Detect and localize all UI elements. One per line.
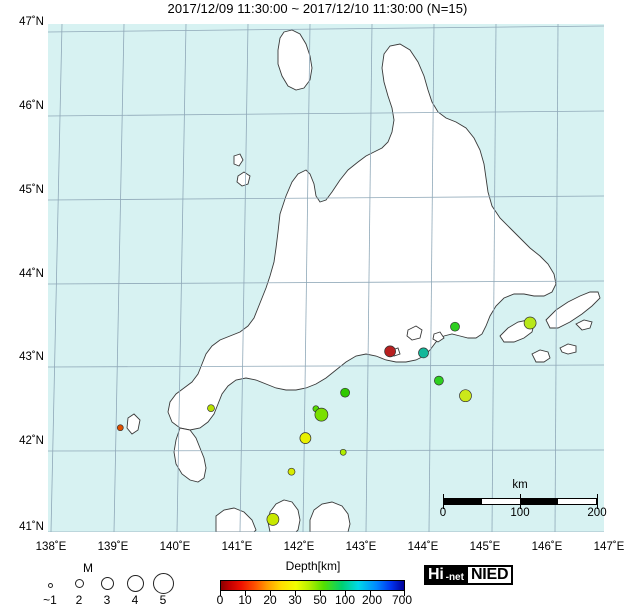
island-rebun bbox=[233, 153, 244, 167]
depth-legend-title: Depth[km] bbox=[285, 559, 341, 573]
island-habomai bbox=[559, 343, 577, 355]
scale-bar-segment-2 bbox=[520, 499, 558, 504]
scale-tick-100 bbox=[520, 494, 521, 509]
earthquake-marker[interactable] bbox=[116, 424, 124, 432]
depth-tick-20 bbox=[270, 591, 271, 596]
magnitude-legend-title: M bbox=[83, 561, 93, 575]
scale-bar-unit: km bbox=[512, 479, 528, 491]
lon-label-147: 147˚E bbox=[593, 541, 625, 553]
depth-value-20: 20 bbox=[263, 593, 277, 607]
scale-num-100: 100 bbox=[510, 507, 530, 519]
scale-bar: km 0 100 200 bbox=[440, 479, 607, 525]
landmass-tsugaru bbox=[309, 501, 351, 532]
hinet-nied-logo: Hi -net NIED bbox=[424, 565, 514, 585]
scale-num-0: 0 bbox=[439, 507, 447, 519]
earthquake-marker[interactable] bbox=[523, 316, 537, 330]
landmass-oshima bbox=[173, 427, 207, 483]
earthquake-marker[interactable] bbox=[266, 513, 280, 526]
depth-value-100: 100 bbox=[334, 593, 356, 607]
lon-label-138: 138˚E bbox=[35, 541, 67, 553]
magnitude-symbol-3 bbox=[101, 577, 114, 590]
magnitude-value-1: ~1 bbox=[43, 593, 57, 607]
magnitude-symbol-4 bbox=[127, 575, 144, 592]
depth-tick-0 bbox=[220, 591, 221, 596]
lat-label-41: 41˚N bbox=[19, 521, 44, 533]
magnitude-symbol-5 bbox=[153, 573, 174, 594]
magnitude-symbol-2 bbox=[75, 579, 84, 588]
earthquake-marker[interactable] bbox=[299, 432, 312, 444]
earthquake-marker[interactable] bbox=[207, 404, 215, 413]
island-okushiri bbox=[126, 413, 141, 435]
depth-value-30: 30 bbox=[288, 593, 302, 607]
earthquake-marker[interactable] bbox=[314, 407, 329, 422]
seismicity-map[interactable] bbox=[48, 24, 604, 532]
lon-label-140: 140˚E bbox=[159, 541, 191, 553]
depth-tick-100 bbox=[345, 591, 346, 596]
island-small-c bbox=[432, 331, 445, 343]
earthquake-marker[interactable] bbox=[450, 321, 460, 332]
logo-nied-text: NIED bbox=[465, 565, 514, 585]
lat-label-42: 42˚N bbox=[19, 435, 44, 447]
earthquake-marker[interactable] bbox=[459, 389, 472, 403]
lon-label-144: 144˚E bbox=[407, 541, 439, 553]
earthquake-marker[interactable] bbox=[418, 347, 429, 359]
landmass-north bbox=[277, 29, 313, 91]
depth-value-50: 50 bbox=[313, 593, 327, 607]
magnitude-value-2: 2 bbox=[75, 593, 83, 607]
lon-label-139: 139˚E bbox=[97, 541, 129, 553]
depth-value-10: 10 bbox=[238, 593, 252, 607]
earthquake-marker[interactable] bbox=[287, 467, 296, 476]
earthquake-marker[interactable] bbox=[339, 448, 347, 456]
island-small-b bbox=[406, 325, 423, 341]
lon-label-142: 142˚E bbox=[283, 541, 315, 553]
lat-label-44: 44˚N bbox=[19, 268, 44, 280]
logo-hi-text: Hi bbox=[424, 565, 446, 585]
island-etorofu bbox=[545, 291, 601, 329]
depth-colorbar bbox=[220, 580, 405, 591]
lon-label-143: 143˚E bbox=[345, 541, 377, 553]
lat-label-43: 43˚N bbox=[19, 351, 44, 363]
depth-value-700: 700 bbox=[391, 593, 413, 607]
island-shikotan bbox=[531, 349, 551, 363]
lon-label-141: 141˚E bbox=[221, 541, 253, 553]
depth-legend: Depth[km] 0 10 20 30 50 100 200 700 bbox=[215, 559, 415, 608]
depth-tick-700 bbox=[404, 591, 405, 596]
earthquake-markers[interactable] bbox=[116, 316, 537, 526]
lat-label-47: 47˚N bbox=[19, 16, 44, 28]
map-canvas bbox=[48, 24, 604, 532]
scale-tick-0 bbox=[443, 494, 444, 509]
graticule bbox=[48, 24, 604, 532]
map-graphics bbox=[48, 24, 604, 532]
depth-tick-30 bbox=[295, 591, 296, 596]
landmass-honshu-tip bbox=[215, 507, 257, 532]
depth-tick-200 bbox=[370, 591, 371, 596]
lon-label-145: 145˚E bbox=[469, 541, 501, 553]
landmass-hokkaido bbox=[167, 43, 557, 431]
depth-value-0: 0 bbox=[216, 593, 224, 607]
scale-tick-200 bbox=[597, 494, 598, 509]
magnitude-value-3: 3 bbox=[103, 593, 111, 607]
depth-tick-50 bbox=[320, 591, 321, 596]
lat-label-45: 45˚N bbox=[19, 184, 44, 196]
scale-bar-segment-1 bbox=[444, 499, 482, 504]
lon-label-146: 146˚E bbox=[531, 541, 563, 553]
earthquake-marker[interactable] bbox=[434, 375, 444, 386]
magnitude-value-5: 5 bbox=[159, 593, 167, 607]
logo-net-text: -net bbox=[445, 565, 467, 585]
scale-num-200: 200 bbox=[587, 507, 607, 519]
depth-tick-10 bbox=[245, 591, 246, 596]
island-north-small-a bbox=[575, 319, 593, 331]
earthquake-marker[interactable] bbox=[384, 345, 396, 358]
earthquake-marker[interactable] bbox=[340, 387, 350, 398]
page-title: 2017/12/09 11:30:00 ~ 2017/12/10 11:30:0… bbox=[167, 1, 468, 16]
magnitude-symbol-1 bbox=[48, 583, 53, 588]
island-rishiri bbox=[236, 171, 251, 187]
magnitude-value-4: 4 bbox=[131, 593, 139, 607]
depth-value-200: 200 bbox=[361, 593, 383, 607]
lat-label-46: 46˚N bbox=[19, 100, 44, 112]
magnitude-legend: M ~1 2 3 4 5 bbox=[28, 561, 188, 609]
